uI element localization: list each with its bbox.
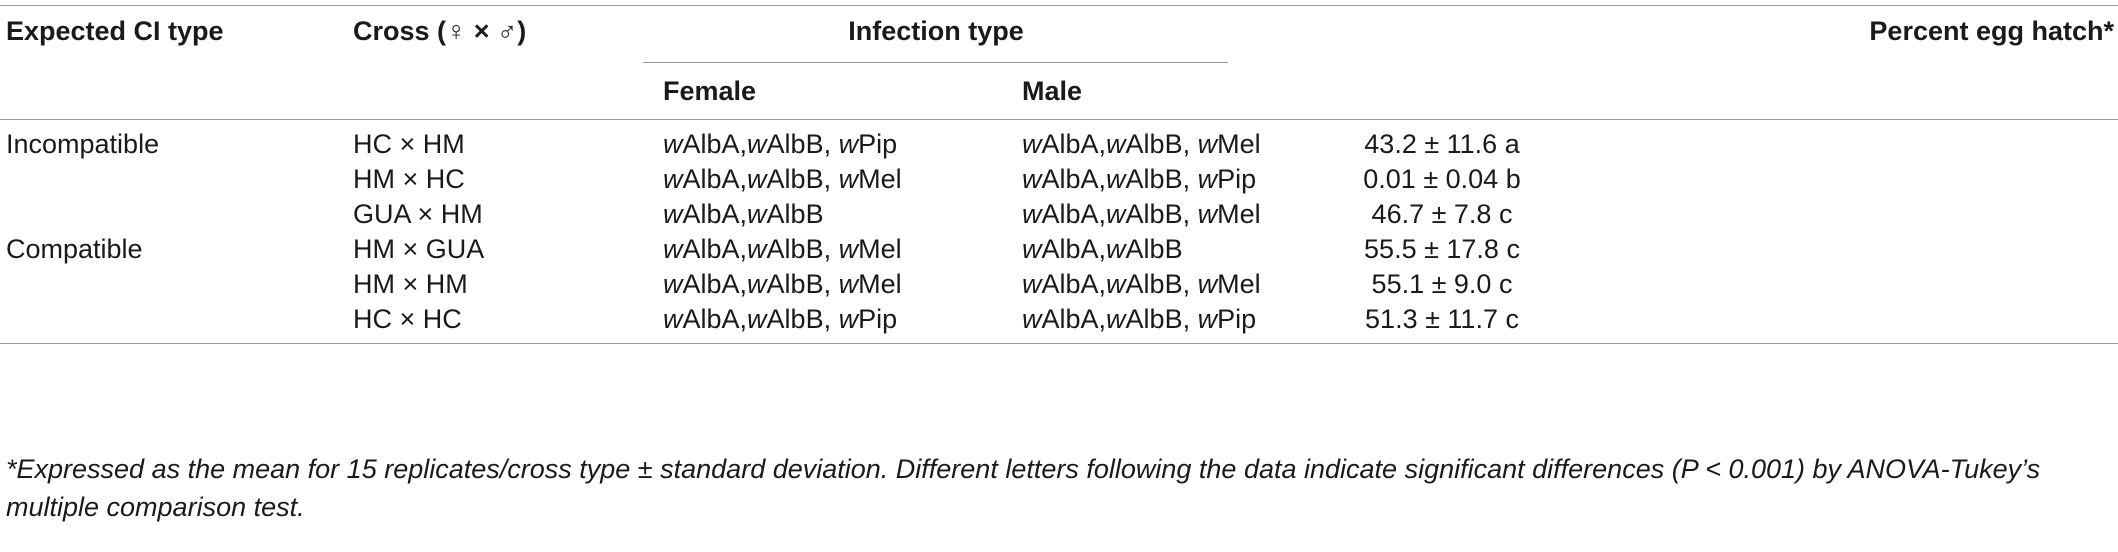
cell-percent-hatch: 51.3 ± 11.7 c: [1365, 304, 1519, 334]
cell-ci-type: Compatible: [6, 234, 143, 264]
header-percent-egg-hatch: Percent egg hatch*: [1869, 16, 2114, 46]
cell-female-infection: wAlbA,wAlbB: [663, 199, 824, 229]
cell-percent-hatch: 0.01 ± 0.04 b: [1363, 164, 1521, 194]
cell-female-infection: wAlbA,wAlbB, wMel: [663, 234, 902, 264]
cell-male-infection: wAlbA,wAlbB, wMel: [1022, 269, 1261, 299]
header-infection-type: Infection type: [848, 16, 1024, 46]
cell-percent-hatch: 46.7 ± 7.8 c: [1371, 199, 1513, 229]
table-bottom-rule: [0, 343, 2118, 344]
cell-female-infection: wAlbA,wAlbB, wMel: [663, 164, 902, 194]
header-bottom-rule: [0, 119, 2118, 120]
cell-male-infection: wAlbA,wAlbB: [1022, 234, 1183, 264]
infection-type-underline: [643, 62, 1228, 63]
cell-cross: HM × HC: [353, 164, 465, 194]
cell-cross: HM × GUA: [353, 234, 485, 264]
cell-cross: HC × HC: [353, 304, 462, 334]
header-expected-ci-type: Expected CI type: [6, 16, 224, 46]
cell-male-infection: wAlbA,wAlbB, wPip: [1022, 304, 1257, 334]
cell-female-infection: wAlbA,wAlbB, wMel: [663, 269, 902, 299]
table-footnote: *Expressed as the mean for 15 replicates…: [6, 454, 2041, 522]
cell-male-infection: wAlbA,wAlbB, wMel: [1022, 199, 1261, 229]
header-male: Male: [1022, 76, 1083, 106]
cell-percent-hatch: 43.2 ± 11.6 a: [1364, 129, 1520, 159]
header-female: Female: [663, 76, 757, 106]
cell-percent-hatch: 55.1 ± 9.0 c: [1371, 269, 1513, 299]
cell-male-infection: wAlbA,wAlbB, wMel: [1022, 129, 1261, 159]
cell-female-infection: wAlbA,wAlbB, wPip: [663, 129, 898, 159]
cell-female-infection: wAlbA,wAlbB, wPip: [663, 304, 898, 334]
cell-cross: GUA × HM: [353, 199, 483, 229]
table-top-rule: [0, 5, 2118, 6]
cell-cross: HC × HM: [353, 129, 465, 159]
header-cross: Cross (♀ × ♂): [353, 16, 527, 46]
cell-cross: HM × HM: [353, 269, 468, 299]
cell-ci-type: Incompatible: [6, 129, 160, 159]
cell-male-infection: wAlbA,wAlbB, wPip: [1022, 164, 1257, 194]
cell-percent-hatch: 55.5 ± 17.8 c: [1364, 234, 1520, 264]
